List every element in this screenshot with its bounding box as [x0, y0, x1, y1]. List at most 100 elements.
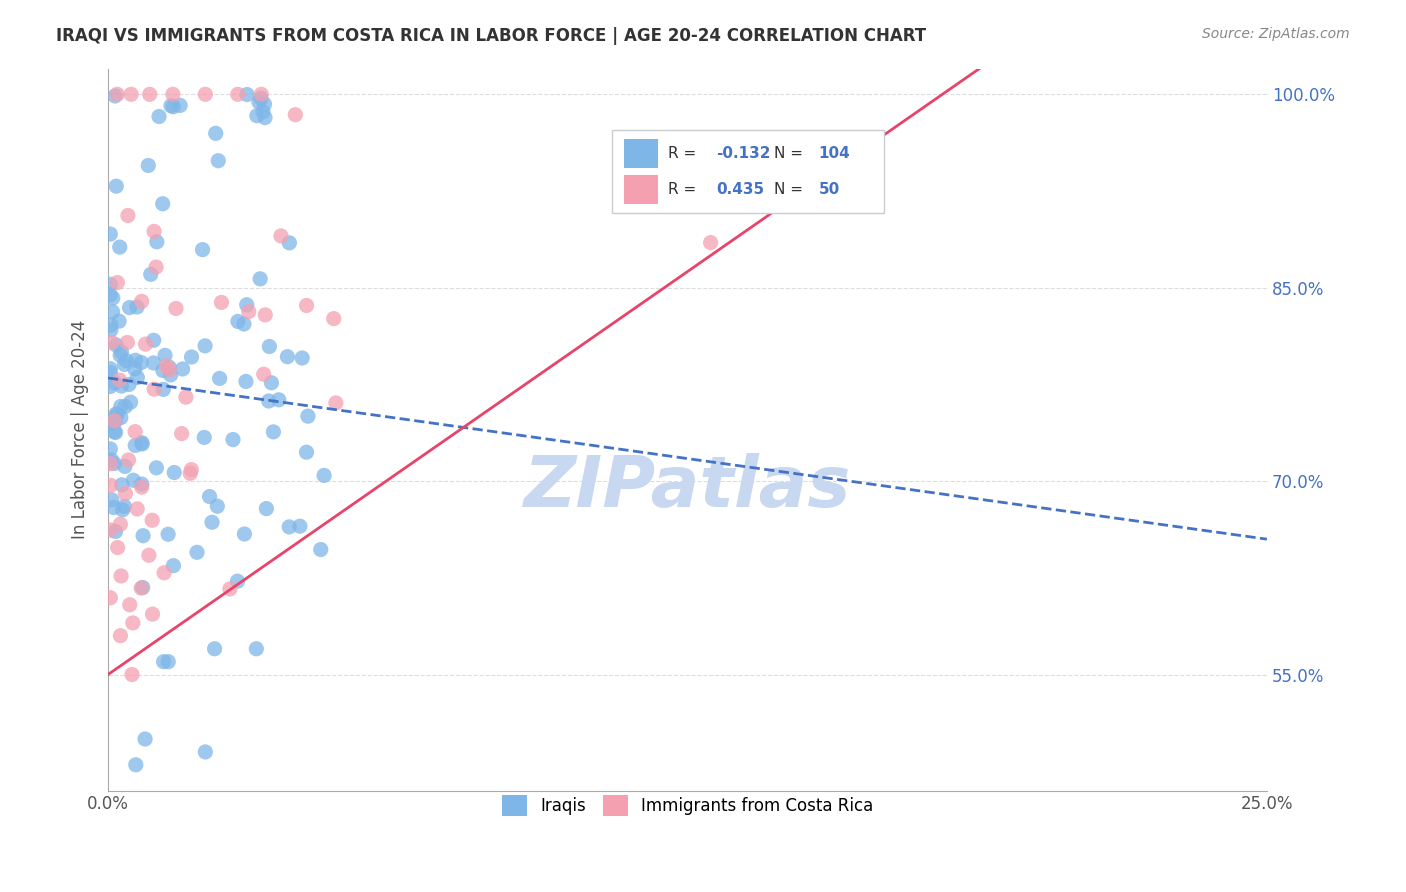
- Point: [117, 335, 139, 350]
- Point: [157, 363, 180, 377]
- Point: [141, 513, 163, 527]
- Point: [235, 375, 257, 389]
- Point: [247, 95, 270, 110]
- Point: [108, 373, 131, 387]
- Point: [131, 435, 153, 450]
- Point: [139, 268, 162, 282]
- Point: [118, 377, 141, 392]
- Point: [291, 351, 314, 365]
- Point: [107, 541, 129, 555]
- Point: [157, 527, 180, 541]
- Point: [186, 545, 208, 559]
- Point: [152, 196, 174, 211]
- Point: [278, 235, 301, 250]
- Point: [110, 400, 132, 414]
- Point: [245, 641, 267, 656]
- Point: [100, 318, 122, 332]
- Point: [110, 517, 132, 532]
- Point: [105, 407, 128, 421]
- Point: [101, 492, 124, 507]
- Point: [148, 110, 170, 124]
- Point: [98, 227, 121, 241]
- Point: [127, 502, 149, 516]
- Point: [157, 360, 180, 375]
- Point: [98, 457, 121, 471]
- Point: [160, 99, 183, 113]
- Point: [129, 581, 152, 595]
- Point: [100, 453, 122, 467]
- Point: [105, 276, 128, 290]
- Point: [100, 366, 122, 380]
- Point: [143, 382, 166, 396]
- Point: [98, 591, 121, 605]
- Point: [253, 97, 276, 112]
- Point: [111, 477, 134, 491]
- Point: [246, 109, 269, 123]
- Point: [131, 477, 153, 491]
- Point: [204, 126, 226, 140]
- Point: [194, 87, 217, 102]
- Point: [163, 466, 186, 480]
- Point: [117, 453, 139, 467]
- Point: [152, 655, 174, 669]
- Point: [162, 100, 184, 114]
- Point: [267, 392, 290, 407]
- Point: [98, 379, 121, 393]
- Point: [111, 503, 134, 517]
- Point: [153, 566, 176, 580]
- Point: [134, 732, 156, 747]
- Point: [219, 582, 242, 596]
- Point: [194, 339, 217, 353]
- Point: [233, 317, 256, 331]
- Point: [98, 442, 121, 456]
- Point: [159, 368, 181, 382]
- Text: IRAQI VS IMMIGRANTS FROM COSTA RICA IN LABOR FORCE | AGE 20-24 CORRELATION CHART: IRAQI VS IMMIGRANTS FROM COSTA RICA IN L…: [56, 27, 927, 45]
- Point: [138, 87, 160, 102]
- Point: [174, 390, 197, 404]
- Point: [103, 425, 125, 439]
- Text: ZIPatlas: ZIPatlas: [524, 453, 851, 522]
- Point: [105, 408, 128, 422]
- Point: [100, 323, 122, 337]
- Point: [127, 370, 149, 384]
- Point: [131, 294, 153, 309]
- Point: [98, 361, 121, 376]
- Point: [193, 430, 215, 444]
- Point: [114, 459, 136, 474]
- Point: [129, 355, 152, 369]
- Point: [100, 335, 122, 350]
- Point: [191, 243, 214, 257]
- Point: [108, 240, 131, 254]
- Point: [115, 353, 138, 368]
- Point: [104, 376, 127, 390]
- Text: R =: R =: [668, 182, 700, 197]
- Point: [121, 667, 143, 681]
- Point: [131, 581, 153, 595]
- Point: [270, 228, 292, 243]
- Point: [124, 438, 146, 452]
- Point: [152, 383, 174, 397]
- Point: [250, 91, 273, 105]
- Point: [114, 500, 136, 514]
- Point: [103, 416, 125, 430]
- Point: [278, 520, 301, 534]
- Point: [103, 500, 125, 515]
- Point: [169, 98, 191, 112]
- Point: [262, 425, 284, 439]
- Point: [236, 87, 259, 102]
- Text: N =: N =: [775, 182, 808, 197]
- Point: [145, 460, 167, 475]
- Point: [222, 433, 245, 447]
- Point: [124, 353, 146, 368]
- Point: [235, 298, 257, 312]
- Text: 104: 104: [818, 146, 851, 161]
- Point: [104, 414, 127, 428]
- Y-axis label: In Labor Force | Age 20-24: In Labor Force | Age 20-24: [72, 320, 89, 539]
- Point: [121, 615, 143, 630]
- Point: [208, 371, 231, 385]
- Point: [252, 104, 274, 119]
- Point: [226, 87, 249, 102]
- Point: [254, 501, 277, 516]
- Text: Source: ZipAtlas.com: Source: ZipAtlas.com: [1202, 27, 1350, 41]
- Point: [131, 437, 153, 451]
